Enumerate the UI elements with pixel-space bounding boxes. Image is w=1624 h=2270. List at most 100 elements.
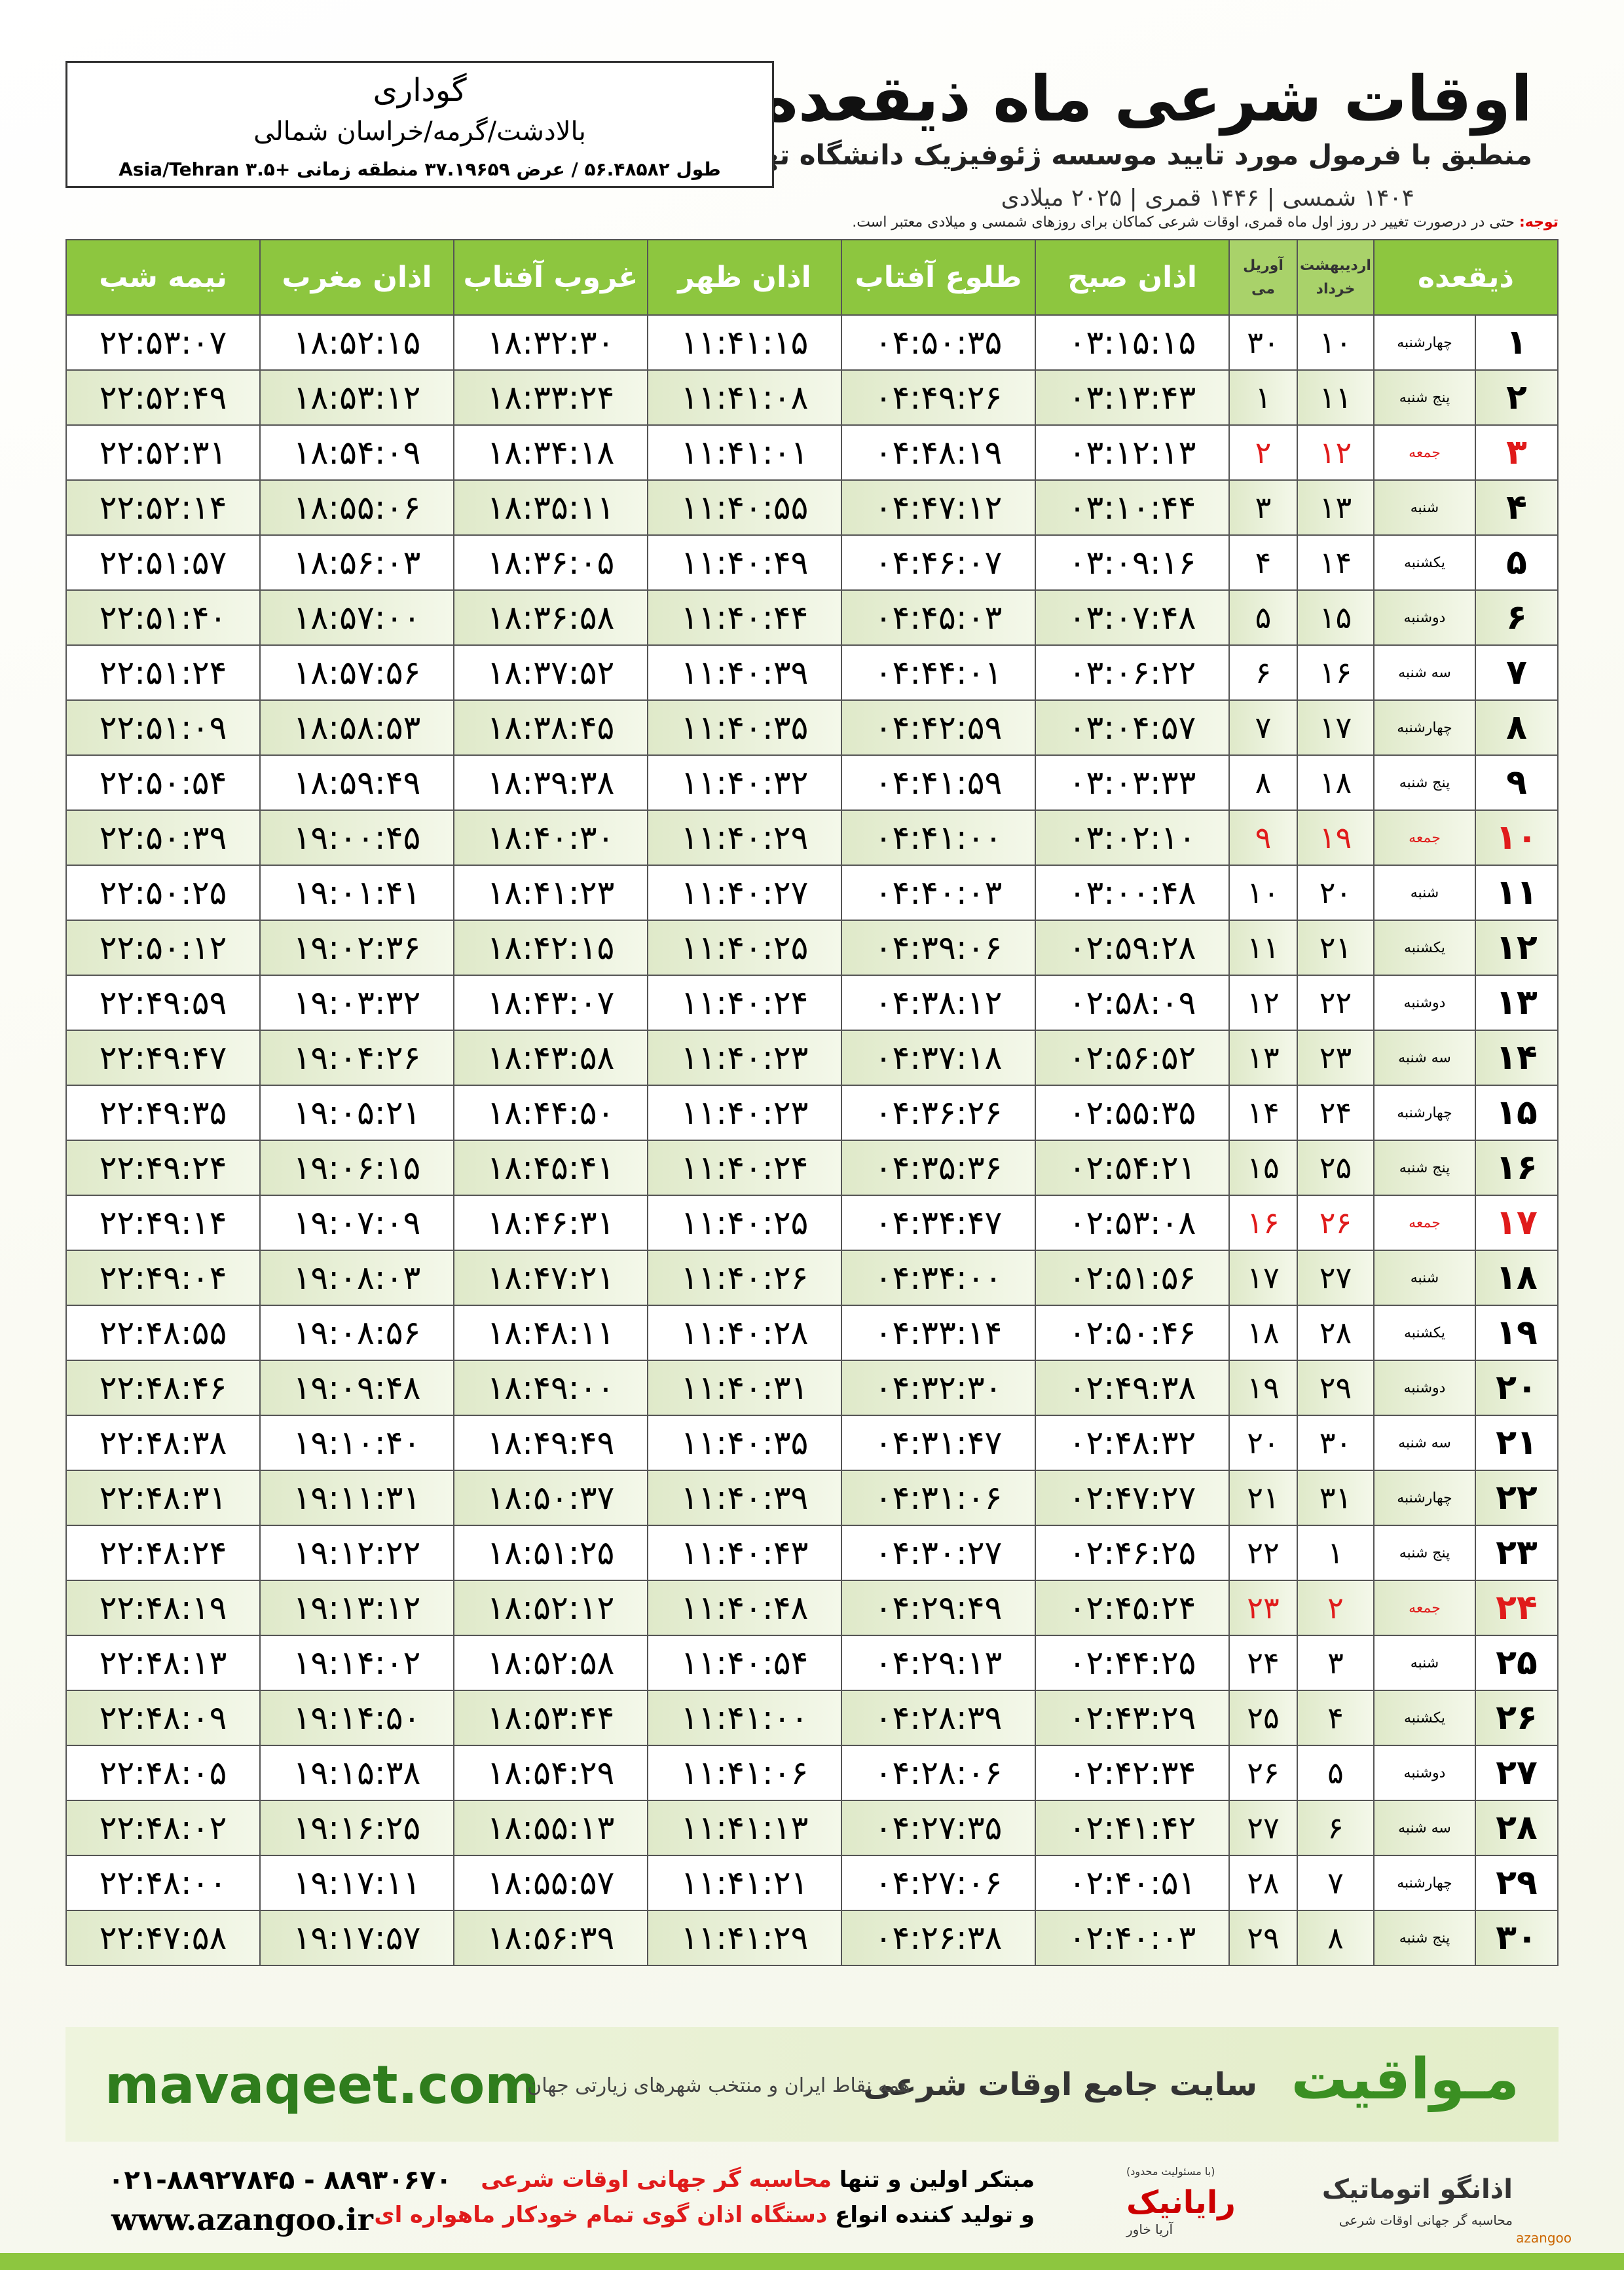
time-cell: ۱۹:۱۵:۳۸ [259, 1745, 454, 1801]
day-cell: ۱۷ [1475, 1195, 1559, 1251]
time-cell: ۰۲:۴۷:۲۷ [1035, 1470, 1230, 1526]
contact-text: و تولید کننده انواع [835, 2202, 1035, 2228]
time-cell: ۱۹:۱۲:۲۲ [259, 1525, 454, 1581]
time-cell: ۰۲:۴۳:۲۹ [1035, 1690, 1230, 1746]
time-cell: ۱۱:۴۰:۴۸ [647, 1580, 842, 1636]
weekday-cell: شنبه [1373, 1635, 1476, 1691]
time-cell: ۰۲:۴۴:۲۵ [1035, 1635, 1230, 1691]
time-cell: ۱۹:۱۶:۲۵ [259, 1800, 454, 1856]
time-cell: ۱۹:۰۵:۲۱ [259, 1085, 454, 1141]
time-cell: ۰۳:۰۷:۴۸ [1035, 589, 1230, 646]
time-cell: ۲۲:۴۹:۰۴ [65, 1250, 261, 1306]
shamsi-cell: ۲۱ [1297, 920, 1375, 976]
time-cell: ۱۸:۳۹:۳۸ [453, 754, 648, 811]
miladi-cell: ۱۹ [1228, 1360, 1298, 1416]
time-cell: ۰۴:۴۸:۱۹ [841, 424, 1036, 481]
shamsi-cell: ۲۹ [1297, 1360, 1375, 1416]
day-cell: ۱۵ [1475, 1085, 1559, 1141]
banner-url[interactable]: mavaqeet.com [105, 2055, 540, 2115]
time-cell: ۱۸:۴۳:۵۸ [453, 1030, 648, 1086]
day-cell: ۱۶ [1475, 1140, 1559, 1196]
time-cell: ۰۴:۳۵:۳۶ [841, 1140, 1036, 1196]
time-cell: ۱۱:۴۱:۰۰ [647, 1690, 842, 1746]
time-cell: ۲۲:۵۰:۳۹ [65, 809, 261, 866]
table-row: ۲۲ چهارشنبه ۳۱ ۲۱ ۰۲:۴۷:۲۷ ۰۴:۳۱:۰۶ ۱۱:۴۰:۳۹ ۱۸… [65, 1470, 1559, 1526]
miladi-cell: ۸ [1228, 754, 1298, 811]
time-cell: ۱۹:۰۷:۰۹ [259, 1195, 454, 1251]
logo-arya: آریا خاور [1126, 2222, 1173, 2237]
table-row: ۱۰ جمعه ۱۹ ۹ ۰۳:۰۲:۱۰ ۰۴:۴۱:۰۰ ۱۱:۴۰:۲۹ ۱۸:۴۰:۳… [65, 809, 1559, 866]
table-row: ۱ چهارشنبه ۱۰ ۳۰ ۰۳:۱۵:۱۵ ۰۴:۵۰:۳۵ ۱۱:۴۱:۱۵ ۱۸:… [65, 314, 1559, 371]
shamsi-cell: ۱۴ [1297, 534, 1375, 591]
time-cell: ۲۲:۵۳:۰۷ [65, 314, 261, 371]
time-cell: ۱۸:۵۲:۱۲ [453, 1580, 648, 1636]
time-cell: ۱۹:۰۲:۳۶ [259, 920, 454, 976]
time-cell: ۲۲:۵۱:۵۷ [65, 534, 261, 591]
time-cell: ۲۲:۵۰:۲۵ [65, 865, 261, 921]
time-header: غروب آفتاب [453, 239, 648, 316]
shamsi-cell: ۱۷ [1297, 699, 1375, 756]
time-cell: ۲۲:۵۲:۳۱ [65, 424, 261, 481]
weekday-cell: شنبه [1373, 865, 1476, 921]
time-cell: ۲۲:۴۸:۰۹ [65, 1690, 261, 1746]
table-row: ۳ جمعه ۱۲ ۲ ۰۳:۱۲:۱۳ ۰۴:۴۸:۱۹ ۱۱:۴۱:۰۱ ۱۸:۳۴:۱۸… [65, 424, 1559, 481]
time-cell: ۱۸:۳۸:۴۵ [453, 699, 648, 756]
website[interactable]: www.azangoo.ir [111, 2202, 373, 2237]
banner-desc: همه نقاط ایران و منتخب شهرهای زیارتی جها… [527, 2074, 910, 2097]
time-cell: ۱۱:۴۱:۲۱ [647, 1855, 842, 1911]
day-cell: ۸ [1475, 699, 1559, 756]
table-row: ۲۵ شنبه ۳ ۲۴ ۰۲:۴۴:۲۵ ۰۴:۲۹:۱۳ ۱۱:۴۰:۵۴ ۱۸:۵۲:۵… [65, 1635, 1559, 1691]
time-cell: ۱۸:۵۲:۵۸ [453, 1635, 648, 1691]
contact-line: و تولید کننده انواع دستگاه اذان گوی تمام… [374, 2202, 1035, 2228]
dates: ۱۴۰۴ شمسی | ۱۴۴۶ قمری | ۲۰۲۵ میلادی [1001, 185, 1414, 212]
shamsi-cell: ۱۳ [1297, 479, 1375, 536]
time-cell: ۱۱:۴۰:۵۴ [647, 1635, 842, 1691]
time-cell: ۱۸:۴۲:۱۵ [453, 920, 648, 976]
miladi-cell: ۳ [1228, 479, 1298, 536]
shamsi-cell: ۴ [1297, 1690, 1375, 1746]
time-cell: ۰۴:۳۴:۰۰ [841, 1250, 1036, 1306]
miladi-cell: ۲۵ [1228, 1690, 1298, 1746]
table-row: ۶ دوشنبه ۱۵ ۵ ۰۳:۰۷:۴۸ ۰۴:۴۵:۰۳ ۱۱:۴۰:۴۴ ۱۸:۳۶:… [65, 589, 1559, 646]
time-cell: ۰۳:۰۹:۱۶ [1035, 534, 1230, 591]
time-cell: ۰۲:۵۰:۴۶ [1035, 1305, 1230, 1361]
time-cell: ۲۲:۵۲:۴۹ [65, 369, 261, 426]
time-cell: ۰۴:۴۴:۰۱ [841, 644, 1036, 701]
time-cell: ۱۱:۴۰:۲۶ [647, 1250, 842, 1306]
location-name: گوداری [373, 72, 467, 109]
time-cell: ۱۸:۴۸:۱۱ [453, 1305, 648, 1361]
time-cell: ۰۴:۳۴:۴۷ [841, 1195, 1036, 1251]
banner: mavaqeet.com مـواقیت سایت جامع اوقات شرع… [65, 2027, 1559, 2142]
weekday-cell: سه شنبه [1373, 1415, 1476, 1471]
weekday-cell: جمعه [1373, 1580, 1476, 1636]
time-cell: ۲۲:۴۹:۲۴ [65, 1140, 261, 1196]
time-cell: ۰۴:۴۰:۰۳ [841, 865, 1036, 921]
time-cell: ۰۴:۴۷:۱۲ [841, 479, 1036, 536]
day-cell: ۴ [1475, 479, 1559, 536]
table-row: ۱۵ چهارشنبه ۲۴ ۱۴ ۰۲:۵۵:۳۵ ۰۴:۳۶:۲۶ ۱۱:۴۰:۲۳ ۱۸… [65, 1085, 1559, 1141]
day-cell: ۲۶ [1475, 1690, 1559, 1746]
table-row: ۹ پنج شنبه ۱۸ ۸ ۰۳:۰۳:۳۳ ۰۴:۴۱:۵۹ ۱۱:۴۰:۳۲ ۱۸:۳… [65, 754, 1559, 811]
time-cell: ۰۴:۳۶:۲۶ [841, 1085, 1036, 1141]
time-cell: ۱۱:۴۱:۰۱ [647, 424, 842, 481]
weekday-cell: دوشنبه [1373, 975, 1476, 1031]
table-row: ۱۴ سه شنبه ۲۳ ۱۳ ۰۲:۵۶:۵۲ ۰۴:۳۷:۱۸ ۱۱:۴۰:۲۳ ۱۸:… [65, 1030, 1559, 1086]
shamsi-cell: ۵ [1297, 1745, 1375, 1801]
table-row: ۱۱ شنبه ۲۰ ۱۰ ۰۳:۰۰:۴۸ ۰۴:۴۰:۰۳ ۱۱:۴۰:۲۷ ۱۸:۴۱:… [65, 865, 1559, 921]
miladi-cell: ۲۱ [1228, 1470, 1298, 1526]
time-cell: ۱۸:۵۵:۵۷ [453, 1855, 648, 1911]
contact-highlight: محاسبه گر جهانی اوقات شرعی [481, 2167, 832, 2193]
time-cell: ۱۸:۴۹:۰۰ [453, 1360, 648, 1416]
time-cell: ۱۹:۰۰:۴۵ [259, 809, 454, 866]
weekday-cell: جمعه [1373, 424, 1476, 481]
day-cell: ۹ [1475, 754, 1559, 811]
table-row: ۳۰ پنج شنبه ۸ ۲۹ ۰۲:۴۰:۰۳ ۰۴:۲۶:۳۸ ۱۱:۴۱:۲۹ ۱۸:… [65, 1910, 1559, 1966]
time-cell: ۰۴:۲۶:۳۸ [841, 1910, 1036, 1966]
time-cell: ۲۲:۴۸:۴۶ [65, 1360, 261, 1416]
logo-azangoo-latin: azangoo [1516, 2230, 1572, 2246]
weekday-cell: شنبه [1373, 479, 1476, 536]
weekday-cell: یکشنبه [1373, 534, 1476, 591]
shamsi-cell: ۲۴ [1297, 1085, 1375, 1141]
miladi-cell: ۲ [1228, 424, 1298, 481]
